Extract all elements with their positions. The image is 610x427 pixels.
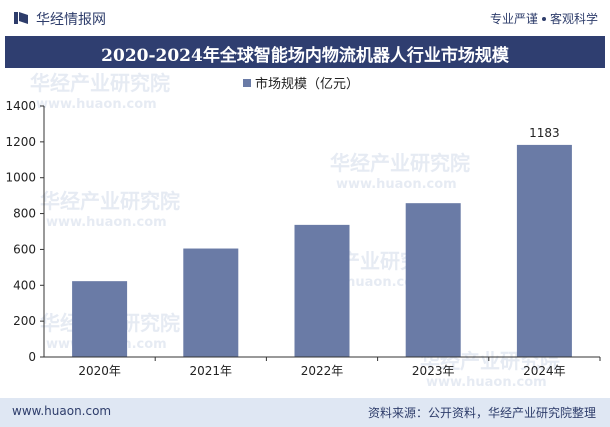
watermark-text: 华经产业研究院 — [30, 71, 170, 95]
title-band: 2020-2024年全球智能场内物流机器人行业市场规模 — [5, 36, 605, 68]
bar — [183, 248, 239, 357]
footer-url: www.huaon.com — [12, 404, 112, 418]
data-labels: 1183 — [529, 126, 560, 140]
y-tick-label: 1400 — [5, 99, 36, 113]
bar-chart: 华经产业研究院 www.huaon.com 华经产业研究院 www.huaon.com… — [5, 71, 601, 390]
y-tick-label: 0 — [28, 350, 36, 364]
y-tick-label: 600 — [13, 242, 36, 256]
y-tick-label: 1200 — [5, 135, 36, 149]
x-tick-label: 2024年 — [523, 364, 566, 378]
legend-swatch — [243, 79, 251, 87]
watermark-url: www.huaon.com — [46, 215, 167, 230]
x-tick-label: 2022年 — [301, 364, 344, 378]
y-tick-label: 200 — [13, 314, 36, 328]
bars — [72, 144, 572, 357]
footer: www.huaon.com 资料来源：公开资料，华经产业研究院整理 — [0, 398, 610, 427]
watermark-url: www.huaon.com — [426, 375, 547, 390]
y-tick-label: 800 — [13, 207, 36, 221]
x-axis: 2020年 2021年 2022年 2023年 2024年 — [44, 356, 601, 378]
top-bar: 华经情报网 专业严谨 客观科学 — [0, 0, 610, 36]
footer-source: 资料来源：公开资料，华经产业研究院整理 — [367, 406, 596, 420]
watermark-url: www.huaon.com — [36, 97, 157, 112]
data-label: 1183 — [529, 126, 560, 140]
chart-legend: 市场规模（亿元） — [243, 76, 359, 92]
bar — [405, 203, 461, 357]
y-tick-label: 400 — [13, 278, 36, 292]
chart-title: 2020-2024年全球智能场内物流机器人行业市场规模 — [101, 46, 509, 66]
x-tick-label: 2023年 — [412, 364, 455, 378]
bar — [294, 224, 350, 357]
y-axis: 0 200 400 600 800 1000 1200 1400 — [5, 99, 45, 364]
brand-logo-icon — [14, 12, 28, 24]
slogan-left: 专业严谨 — [489, 12, 538, 26]
brand-name: 华经情报网 — [36, 12, 106, 28]
bar — [72, 281, 128, 357]
x-tick-label: 2020年 — [78, 364, 121, 378]
slogan-dot-icon — [541, 16, 546, 21]
bar — [516, 144, 572, 357]
watermark-text: 华经产业研究院 — [40, 189, 180, 213]
x-tick-label: 2021年 — [190, 364, 233, 378]
legend-label: 市场规模（亿元） — [255, 76, 359, 92]
y-tick-label: 1000 — [5, 171, 36, 185]
watermark-text: 华经产业研究院 — [330, 151, 470, 175]
slogan-right: 客观科学 — [549, 12, 598, 26]
slogan: 专业严谨 客观科学 — [490, 10, 598, 27]
watermark-url: www.huaon.com — [336, 177, 457, 192]
